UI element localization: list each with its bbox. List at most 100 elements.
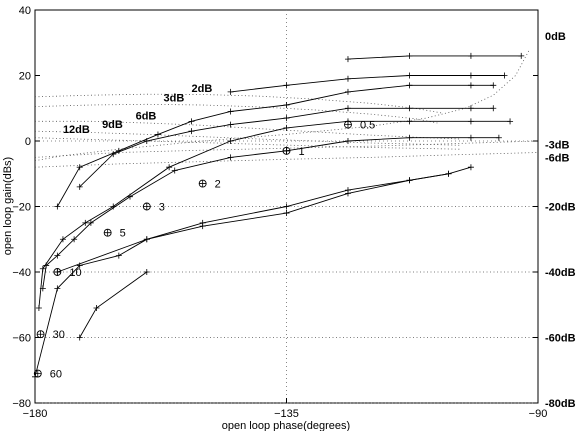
curve-point — [54, 285, 61, 292]
open-loop-curve-7 — [34, 173, 449, 377]
curve-point — [507, 118, 514, 125]
curve-point — [406, 72, 413, 79]
curve-point — [39, 265, 46, 272]
curve-point — [227, 154, 234, 161]
frequency-label-10: 10 — [69, 267, 81, 279]
open-loop-curve-5 — [347, 55, 522, 60]
curve-point — [406, 118, 413, 125]
y-tick-label: 0 — [25, 136, 31, 148]
contour-label-3dB: 3dB — [164, 93, 185, 105]
contour-label-12dB: 12dB — [63, 124, 90, 136]
curve-point — [344, 190, 351, 197]
curve-point — [127, 193, 134, 200]
contour-label--40dB: -40dB — [545, 267, 576, 279]
curve-point — [76, 334, 83, 341]
y-tick-label: −20 — [12, 202, 31, 214]
contour-label-0dB: 0dB — [545, 31, 566, 43]
open-loop-curve-3 — [79, 107, 494, 188]
y-tick-label: 20 — [19, 71, 31, 83]
curve-point — [467, 118, 474, 125]
curve-point — [283, 82, 290, 89]
contour-labels: 0dB 2dB 3dB 6dB 9dB 12dB -3dB-6dB -20dB -40dB -60… — [63, 31, 576, 410]
frequency-label-0.5: 0.5 — [360, 120, 375, 132]
contour-label--60dB: -60dB — [545, 333, 576, 345]
frequency-marker-cross — [37, 330, 45, 338]
curve-point — [188, 128, 195, 135]
curve-point — [501, 72, 508, 79]
open-loop-curve-4 — [230, 75, 505, 93]
curve-point — [495, 134, 502, 141]
curve-point — [154, 131, 161, 138]
curve-point — [283, 203, 290, 210]
curve-point — [54, 252, 61, 259]
curve-point — [43, 262, 50, 269]
x-tick-label: −90 — [529, 408, 548, 420]
curve-point — [93, 305, 100, 312]
curve-point — [518, 52, 525, 59]
curve-point — [71, 236, 78, 243]
curve-point — [467, 82, 474, 89]
curve-point — [467, 72, 474, 79]
curve-point — [87, 219, 94, 226]
frequency-label-60: 60 — [50, 369, 62, 381]
curve-point — [39, 285, 46, 292]
curve-point — [283, 115, 290, 122]
curve-point — [143, 236, 150, 243]
curve-point — [54, 203, 61, 210]
curve-point — [406, 177, 413, 184]
curve-point — [283, 124, 290, 131]
frequency-label-3: 3 — [159, 202, 165, 214]
curve-point — [227, 108, 234, 115]
frequency-label-1: 1 — [299, 146, 305, 158]
curve-point — [490, 82, 497, 89]
curve-point — [406, 105, 413, 112]
frequency-label-30: 30 — [53, 329, 65, 341]
frequency-label-2: 2 — [215, 179, 221, 191]
curve-point — [344, 88, 351, 95]
contour-label-6dB: 6dB — [136, 111, 157, 123]
curve-point — [344, 56, 351, 63]
curve-point — [35, 305, 42, 312]
curve-point — [59, 236, 66, 243]
contour-label--6dB: -6dB — [545, 152, 570, 164]
frequency-labels: 0.5 1 2 3 5 10 30 60 — [33, 120, 375, 381]
open-loop-curve-0 — [38, 120, 511, 309]
curve-point — [283, 210, 290, 217]
curve-point — [467, 134, 474, 141]
frequency-marker-cross — [53, 268, 61, 276]
curve-point — [227, 138, 234, 144]
y-tick-label: −60 — [12, 333, 31, 345]
y-tick-label: 40 — [19, 5, 31, 17]
contour-label--3dB: -3dB — [545, 139, 570, 151]
curve-point — [199, 223, 206, 230]
curve-point — [283, 101, 290, 108]
curve-point — [445, 170, 452, 177]
curve-point — [344, 105, 351, 112]
curve-point — [115, 252, 122, 259]
curve-point — [227, 88, 234, 95]
curve-point — [76, 164, 83, 171]
frequency-label-5: 5 — [120, 228, 126, 240]
contour-label--20dB: -20dB — [545, 202, 576, 214]
curve-point — [110, 151, 117, 158]
curve-point — [490, 105, 497, 112]
x-axis-label: open loop phase(degrees) — [222, 420, 350, 431]
x-tick-label: −180 — [23, 408, 48, 420]
curve-point — [344, 75, 351, 82]
curve-point — [467, 105, 474, 112]
contour-label--80dB: -80dB — [545, 398, 576, 410]
frequency-marker-cross — [104, 229, 112, 237]
curve-point — [406, 52, 413, 59]
y-tick-label: −80 — [12, 398, 31, 410]
x-axis-ticks: −180 −135 −90 — [23, 398, 548, 420]
x-tick-label: −135 — [274, 408, 299, 420]
frequency-marker-cross — [344, 121, 352, 129]
open-loop-curves — [32, 52, 525, 380]
curve-point — [166, 164, 173, 171]
curve-point — [344, 138, 351, 144]
frequency-marker-cross — [199, 180, 207, 188]
curve-point — [76, 183, 83, 190]
frequency-marker-cross — [34, 370, 42, 378]
curve-point — [406, 134, 413, 141]
